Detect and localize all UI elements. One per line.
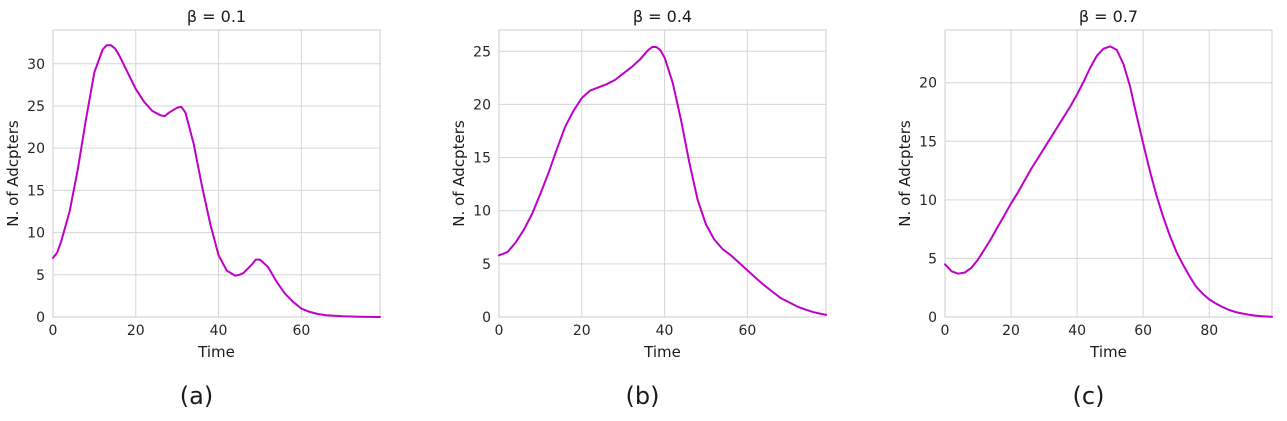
y-tick-label: 20: [919, 76, 937, 92]
x-axis-label: Time: [1089, 343, 1127, 361]
x-tick-label: 40: [210, 323, 228, 339]
x-tick-label: 60: [1134, 323, 1152, 339]
x-tick-label: 0: [49, 323, 58, 339]
x-tick-label: 0: [495, 323, 504, 339]
x-tick-label: 20: [573, 323, 591, 339]
y-axis-label: N. of Adcpters: [4, 120, 22, 227]
plot-frame: [498, 29, 827, 318]
chart-panel-a: 0 20 40 60 0 5 10 15 20 25 30 β = 0.1 Time N. of Adcp…: [4, 7, 381, 410]
plot-frame: [52, 29, 381, 318]
y-tick-label: 25: [27, 99, 45, 115]
y-tick-label: 25: [473, 44, 491, 60]
plot-frame: [944, 29, 1273, 318]
x-tick-label: 20: [1002, 323, 1020, 339]
x-tick-label: 60: [738, 323, 756, 339]
y-tick-label: 15: [27, 183, 45, 199]
x-tick-label: 40: [1068, 323, 1086, 339]
x-tick-label: 40: [656, 323, 674, 339]
data-line: [52, 44, 381, 318]
x-tick-label: 80: [1200, 323, 1218, 339]
x-tick-label: 60: [292, 323, 310, 339]
data-line: [944, 45, 1273, 318]
panel-label: (a): [180, 382, 213, 410]
y-tick-label: 15: [473, 151, 491, 167]
y-tick-label: 5: [928, 251, 937, 267]
chart-title: β = 0.1: [187, 7, 246, 26]
y-tick-label: 10: [27, 226, 45, 242]
y-tick-label: 5: [482, 257, 491, 273]
y-tick-label: 15: [919, 134, 937, 150]
x-tick-label: 0: [941, 323, 950, 339]
y-tick-label: 0: [928, 310, 937, 326]
x-tick-label: 20: [127, 323, 145, 339]
y-tick-label: 0: [482, 310, 491, 326]
y-tick-label: 0: [36, 310, 45, 326]
y-axis-label: N. of Adcpters: [896, 120, 914, 227]
y-tick-label: 30: [27, 57, 45, 73]
chart-title: β = 0.7: [1079, 7, 1138, 26]
panel-label: (b): [626, 382, 660, 410]
panel-label: (c): [1073, 382, 1105, 410]
x-axis-label: Time: [197, 343, 235, 361]
chart-panel-c: 0 20 40 60 80 0 5 10 15 20 β = 0.7 Time N. of Adcpte…: [896, 7, 1273, 410]
y-tick-label: 20: [473, 97, 491, 113]
y-tick-label: 5: [36, 268, 45, 284]
x-axis-label: Time: [643, 343, 681, 361]
data-line: [498, 46, 827, 316]
chart-panel-b: 0 20 40 60 0 5 10 15 20 25 β = 0.4 Time N. of Adcpte…: [450, 7, 827, 410]
y-axis-label: N. of Adcpters: [450, 120, 468, 227]
y-tick-label: 20: [27, 141, 45, 157]
chart-title: β = 0.4: [633, 7, 692, 26]
y-tick-label: 10: [919, 193, 937, 209]
y-tick-label: 10: [473, 204, 491, 220]
